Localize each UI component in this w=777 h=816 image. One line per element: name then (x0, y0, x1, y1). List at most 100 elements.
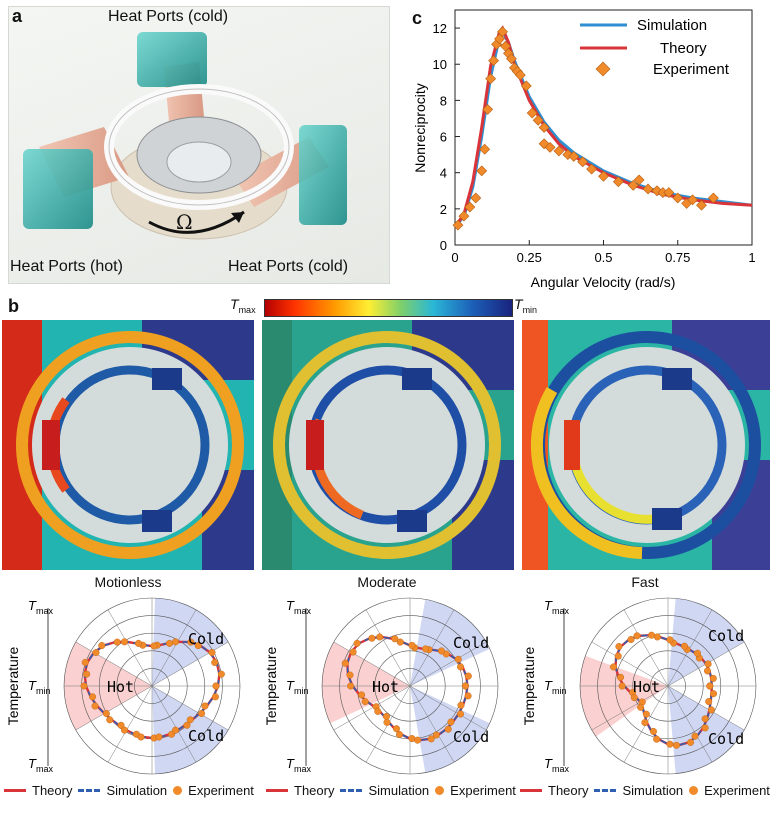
experiment-dot (376, 633, 384, 641)
tick-tmax-bottom-main: T (544, 756, 553, 771)
legend-experiment-text: Experiment (450, 783, 516, 798)
tick-tmax-bottom-main: T (28, 756, 37, 771)
experiment-dot (633, 632, 641, 640)
experiment-point (568, 150, 580, 162)
experiment-dot (117, 721, 125, 729)
tick-tmax-bottom: Tmax (28, 756, 53, 774)
heat-port-right (299, 125, 347, 225)
experiment-dot (704, 667, 712, 675)
device-illustration (23, 32, 347, 240)
experiment-dot (707, 706, 715, 714)
experiment-dot (383, 718, 391, 726)
experiment-dot (666, 740, 674, 748)
legend-experiment-label: Experiment (653, 61, 730, 78)
sim-map-motionless (2, 320, 254, 570)
sim-map-moderate (262, 320, 514, 570)
polar-grid-spoke (333, 685, 411, 731)
experiment-point (696, 199, 707, 211)
x-tick-label: 0.25 (517, 250, 542, 265)
tick-tmin-main: T (544, 678, 553, 693)
experiment-point (687, 194, 699, 206)
experiment-point (485, 73, 497, 85)
polar-grid-spoke (333, 641, 411, 687)
hot-sector (580, 655, 668, 737)
experiment-dot (212, 682, 220, 690)
legend-simulation-text: Simulation (622, 783, 684, 798)
experiment-dot (456, 710, 464, 718)
experiment-point (470, 192, 482, 204)
y-tick-label: 4 (440, 166, 447, 181)
experiment-point (642, 183, 654, 195)
experiment-dot (444, 725, 452, 733)
panel-a-letter: a (12, 6, 23, 26)
experiment-dot (457, 663, 465, 671)
cold-label-bottom: Cold (453, 728, 489, 746)
legend-experiment-dot (689, 786, 699, 795)
experiment-dot (208, 649, 216, 657)
legend-simulation-text: Simulation (106, 783, 168, 798)
experiment-dot (641, 719, 649, 727)
y-tick-label: 12 (433, 21, 447, 36)
hot-label: Hot (372, 678, 399, 696)
experiment-dot (349, 648, 357, 656)
legend-theory-label: Theory (660, 40, 707, 57)
hot-label: Hot (633, 678, 660, 696)
colorbar-tmax-sub: max (238, 304, 256, 315)
experiment-dot (709, 674, 717, 682)
experiment-dot (391, 635, 399, 643)
tick-tmax-top-main: T (544, 598, 553, 613)
experiment-dot (166, 639, 174, 647)
y-tick-label: 2 (440, 202, 447, 217)
experiment-point (464, 201, 476, 213)
tick-tmax-top: Tmax (544, 598, 569, 616)
experiment-dot (80, 682, 88, 690)
legend-experiment-text: Experiment (704, 783, 770, 798)
polar-grid-spoke (409, 641, 487, 687)
experiment-point (633, 174, 645, 186)
experiment-dot (83, 670, 91, 678)
polar-grid-spoke (409, 685, 455, 763)
legend-simulation-text: Simulation (368, 783, 430, 798)
experiment-dot (113, 638, 121, 646)
experiment-dot (706, 682, 714, 690)
experiment-point (526, 107, 538, 119)
legend-simulation-swatch (594, 789, 617, 792)
legend-theory-swatch (4, 789, 26, 792)
polar-plot-moderate: Hot Cold Cold Temperature Tmax Tmin Tmax (258, 592, 516, 782)
cold-sector (410, 599, 490, 686)
experiment-dot (680, 642, 688, 650)
experiment-dot (627, 636, 635, 644)
experiment-dot (102, 709, 110, 717)
tick-tmax-bottom: Tmax (286, 756, 311, 774)
experiment-dot (457, 701, 465, 709)
experiment-dot (653, 735, 661, 743)
experiment-dot (183, 721, 191, 729)
polar-grid-spoke (591, 685, 669, 731)
experiment-dot (704, 660, 712, 668)
experiment-dot (120, 638, 128, 646)
experiment-dot (615, 643, 623, 651)
tick-tmin-sub: min (552, 686, 567, 696)
sim-title-motionless: Motionless (94, 574, 162, 590)
experiment-dot (701, 715, 709, 723)
legend-experiment-text: Experiment (188, 783, 254, 798)
experiment-dot (81, 658, 89, 666)
experiment-point (598, 170, 609, 182)
x-tick-label: 0.75 (665, 250, 690, 265)
legend-experiment-marker (595, 61, 611, 77)
experiment-dot (341, 659, 349, 667)
tick-tmax-top: Tmax (28, 598, 53, 616)
panel-c-letter: c (412, 8, 423, 28)
tick-tmin: Tmin (28, 678, 50, 696)
cold-sector (152, 686, 229, 774)
polar-legend-3: Theory Simulation Experiment (520, 783, 770, 798)
experiment-dot (186, 716, 194, 724)
polar-grid-spoke (667, 685, 745, 731)
experiment-dot (649, 727, 657, 735)
tick-tmin-sub: min (36, 686, 51, 696)
experiment-dot (374, 707, 382, 715)
tick-tmax-bottom-main: T (286, 756, 295, 771)
tick-tmin-main: T (28, 678, 37, 693)
experiment-dot (637, 703, 645, 711)
experiment-point (514, 69, 526, 81)
